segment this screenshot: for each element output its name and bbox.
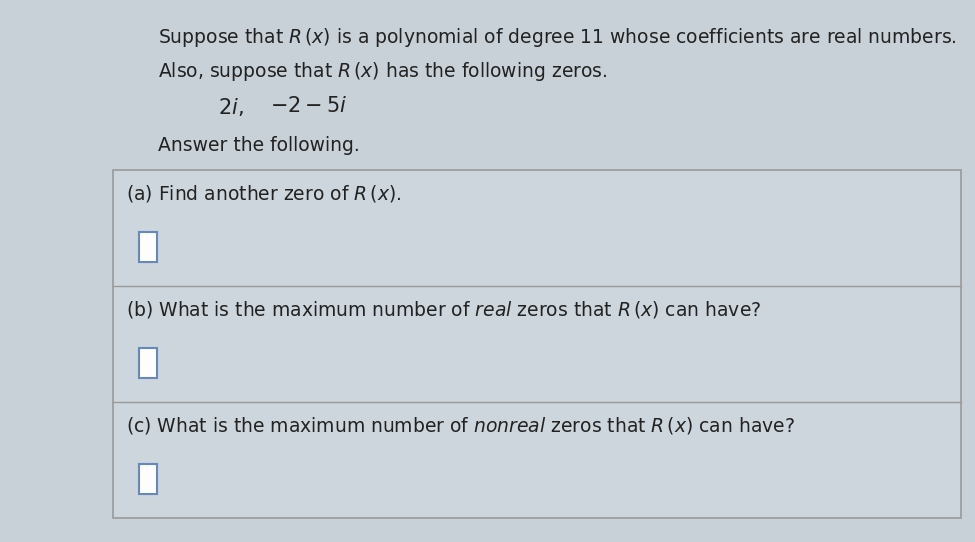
Text: $-2-5i$: $-2-5i$ [270, 96, 347, 116]
Text: $2i,$: $2i,$ [218, 96, 244, 118]
Text: (a) Find another zero of $R\,(x)$.: (a) Find another zero of $R\,(x)$. [126, 183, 402, 204]
Bar [113, 170, 961, 518]
Text: (c) What is the maximum number of $\mathit{nonreal}$ zeros that $R\,(x)$ can hav: (c) What is the maximum number of $\math… [126, 415, 795, 436]
Text: Suppose that $R\,(x)$ is a polynomial of degree 11 whose coefficients are real n: Suppose that $R\,(x)$ is a polynomial of… [158, 26, 956, 49]
Bar [139, 348, 157, 378]
Bar [139, 464, 157, 494]
Text: Answer the following.: Answer the following. [158, 136, 360, 155]
Text: Also, suppose that $R\,(x)$ has the following zeros.: Also, suppose that $R\,(x)$ has the foll… [158, 60, 607, 83]
Bar [139, 232, 157, 262]
Text: (b) What is the maximum number of $\mathit{real}$ zeros that $R\,(x)$ can have?: (b) What is the maximum number of $\math… [126, 299, 761, 320]
